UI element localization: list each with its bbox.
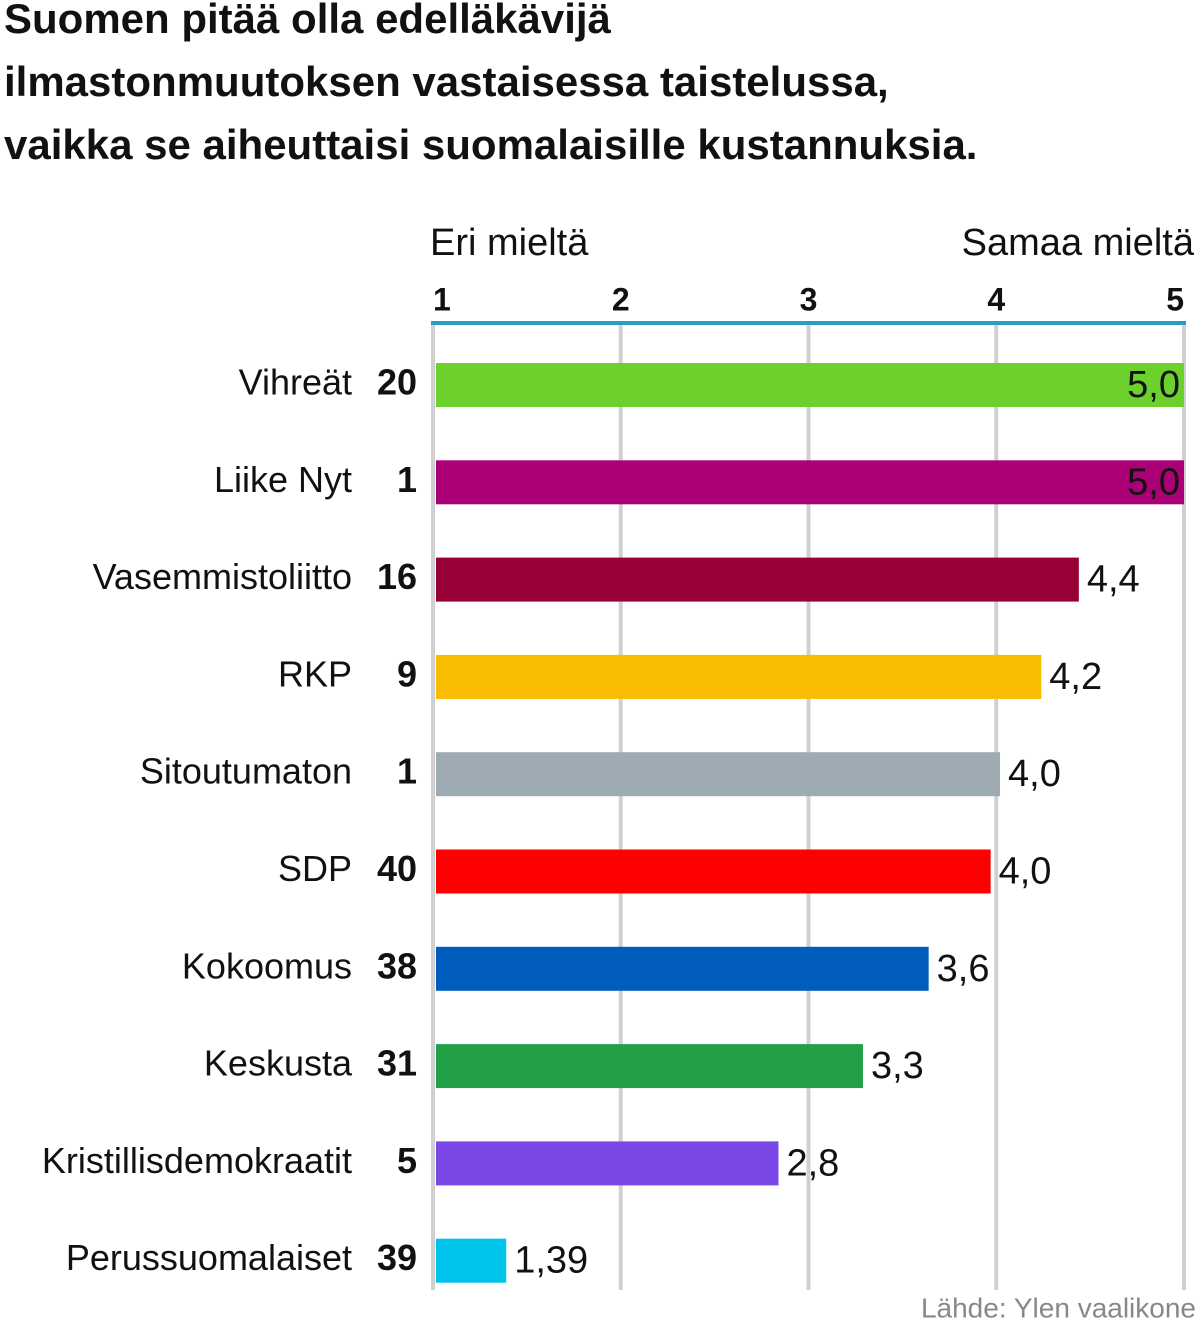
value-label: 1,39 [514, 1240, 588, 1282]
category-label: Perussuomalaiset [66, 1237, 352, 1278]
count-label: 16 [377, 556, 417, 597]
bar [436, 849, 991, 894]
axis-label: Eri mieltä [430, 222, 589, 264]
bar [436, 654, 1042, 699]
category-label: Vihreät [239, 362, 352, 403]
bar [436, 363, 1184, 407]
category-label: Kokoomus [182, 945, 352, 986]
count-label: 9 [397, 653, 417, 694]
source: Lähde: Ylen vaalikone [921, 1292, 1196, 1323]
value-label: 5,0 [1127, 461, 1180, 503]
bar [436, 752, 1001, 797]
x-tick-label: 2 [612, 281, 630, 317]
chart-title: ilmastonmuutoksen vastaisessa taisteluss… [4, 58, 889, 105]
count-label: 38 [377, 945, 417, 986]
count-label: 40 [377, 848, 417, 889]
value-label: 4,4 [1087, 559, 1140, 601]
bar [436, 460, 1184, 505]
count-label: 5 [397, 1140, 417, 1181]
x-tick-label: 5 [1166, 281, 1184, 317]
count-label: 39 [377, 1237, 417, 1278]
category-label: Kristillisdemokraatit [42, 1140, 352, 1181]
bar [436, 1238, 507, 1283]
value-label: 3,6 [937, 948, 990, 990]
x-tick-label: 1 [433, 281, 451, 317]
value-label: 4,0 [1008, 753, 1061, 795]
category-label: RKP [278, 653, 352, 694]
count-label: 20 [377, 362, 417, 403]
count-label: 1 [397, 459, 417, 500]
value-label: 3,3 [871, 1045, 924, 1087]
x-tick-label: 4 [987, 281, 1005, 317]
bar [436, 557, 1079, 602]
value-label: 2,8 [786, 1142, 839, 1184]
chart-title: vaikka se aiheuttaisi suomalaisille kust… [4, 121, 977, 168]
category-label: Vasemmistoliitto [93, 556, 352, 597]
category-label: SDP [278, 848, 352, 889]
value-label: 4,2 [1049, 656, 1102, 698]
count-label: 1 [397, 751, 417, 792]
axis-label: Samaa mieltä [962, 222, 1195, 264]
bar [436, 1141, 779, 1186]
category-label: Sitoutumaton [140, 751, 352, 792]
chart-title: Suomen pitää olla edelläkävijä [4, 0, 612, 42]
category-label: Liike Nyt [214, 459, 352, 500]
value-label: 5,0 [1127, 364, 1180, 406]
x-tick-label: 3 [800, 281, 818, 317]
value-label: 4,0 [999, 851, 1052, 893]
category-label: Keskusta [204, 1043, 353, 1084]
count-label: 31 [377, 1043, 417, 1084]
bar [436, 1044, 863, 1089]
bar [436, 946, 929, 991]
